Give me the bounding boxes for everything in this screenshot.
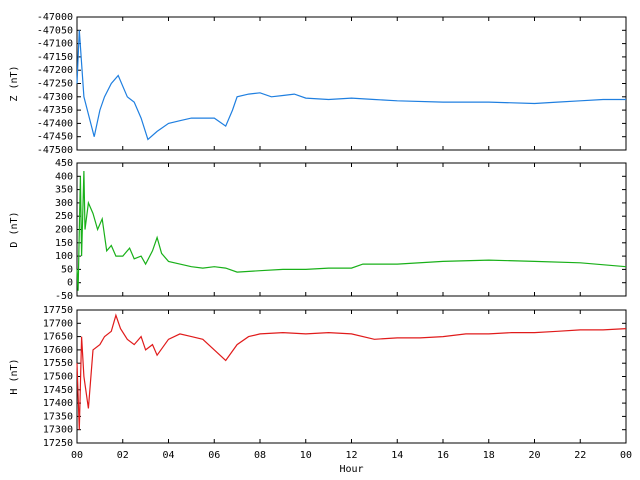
- y-tick-label: -50: [55, 291, 73, 302]
- y-tick-label: -47400: [37, 118, 73, 129]
- y-tick-label: 50: [61, 264, 73, 275]
- y-tick-label: 17400: [43, 398, 73, 409]
- x-tick-label: 04: [162, 450, 174, 461]
- y-tick-label: 17350: [43, 411, 73, 422]
- y-tick-label: 17450: [43, 385, 73, 396]
- x-tick-label: 10: [300, 450, 312, 461]
- y-tick-label: 17700: [43, 318, 73, 329]
- x-axis-label: Hour: [339, 464, 363, 475]
- x-tick-label: 00: [620, 450, 632, 461]
- y-tick-label: 17300: [43, 425, 73, 436]
- y-tick-label: -47050: [37, 25, 73, 36]
- y-tick-label: 300: [55, 198, 73, 209]
- y-tick-label: -47100: [37, 39, 73, 50]
- y-axis-label: D (nT): [9, 211, 20, 247]
- plot-frame: [76, 309, 627, 444]
- y-tick-label: 200: [55, 225, 73, 236]
- x-tick-label: 18: [483, 450, 495, 461]
- y-axis-label: H (nT): [9, 358, 20, 394]
- y-tick-label: 350: [55, 185, 73, 196]
- plot-frame: [76, 162, 627, 297]
- x-tick-label: 16: [437, 450, 449, 461]
- x-tick-label: 00: [71, 450, 83, 461]
- x-tick-label: 06: [208, 450, 220, 461]
- y-tick-label: -47300: [37, 92, 73, 103]
- y-tick-label: 17750: [43, 305, 73, 316]
- y-tick-label: 17500: [43, 372, 73, 383]
- y-tick-label: 100: [55, 251, 73, 262]
- y-tick-label: -47350: [37, 105, 73, 116]
- data-line: [76, 313, 627, 430]
- x-tick-label: 02: [117, 450, 129, 461]
- y-tick-label: -47250: [37, 79, 73, 90]
- x-tick-label: 08: [254, 450, 266, 461]
- data-line: [76, 170, 627, 291]
- x-tick-label: 14: [391, 450, 403, 461]
- y-axis-label: Z (nT): [9, 65, 20, 101]
- y-tick-label: 150: [55, 238, 73, 249]
- y-tick-label: -47000: [37, 12, 73, 23]
- y-tick-label: 17250: [43, 438, 73, 449]
- y-tick-label: -47150: [37, 52, 73, 63]
- x-tick-label: 20: [528, 450, 540, 461]
- data-line: [76, 30, 626, 141]
- y-tick-label: -47200: [37, 65, 73, 76]
- x-tick-label: 22: [574, 450, 586, 461]
- y-tick-label: 17550: [43, 358, 73, 369]
- y-tick-label: 0: [67, 278, 73, 289]
- y-tick-label: -47500: [37, 145, 73, 156]
- y-tick-label: 450: [55, 158, 73, 169]
- y-tick-label: 17600: [43, 345, 73, 356]
- y-tick-label: -47450: [37, 132, 73, 143]
- x-tick-label: 12: [345, 450, 357, 461]
- y-tick-label: 400: [55, 171, 73, 182]
- y-tick-label: 250: [55, 211, 73, 222]
- y-tick-label: 17650: [43, 332, 73, 343]
